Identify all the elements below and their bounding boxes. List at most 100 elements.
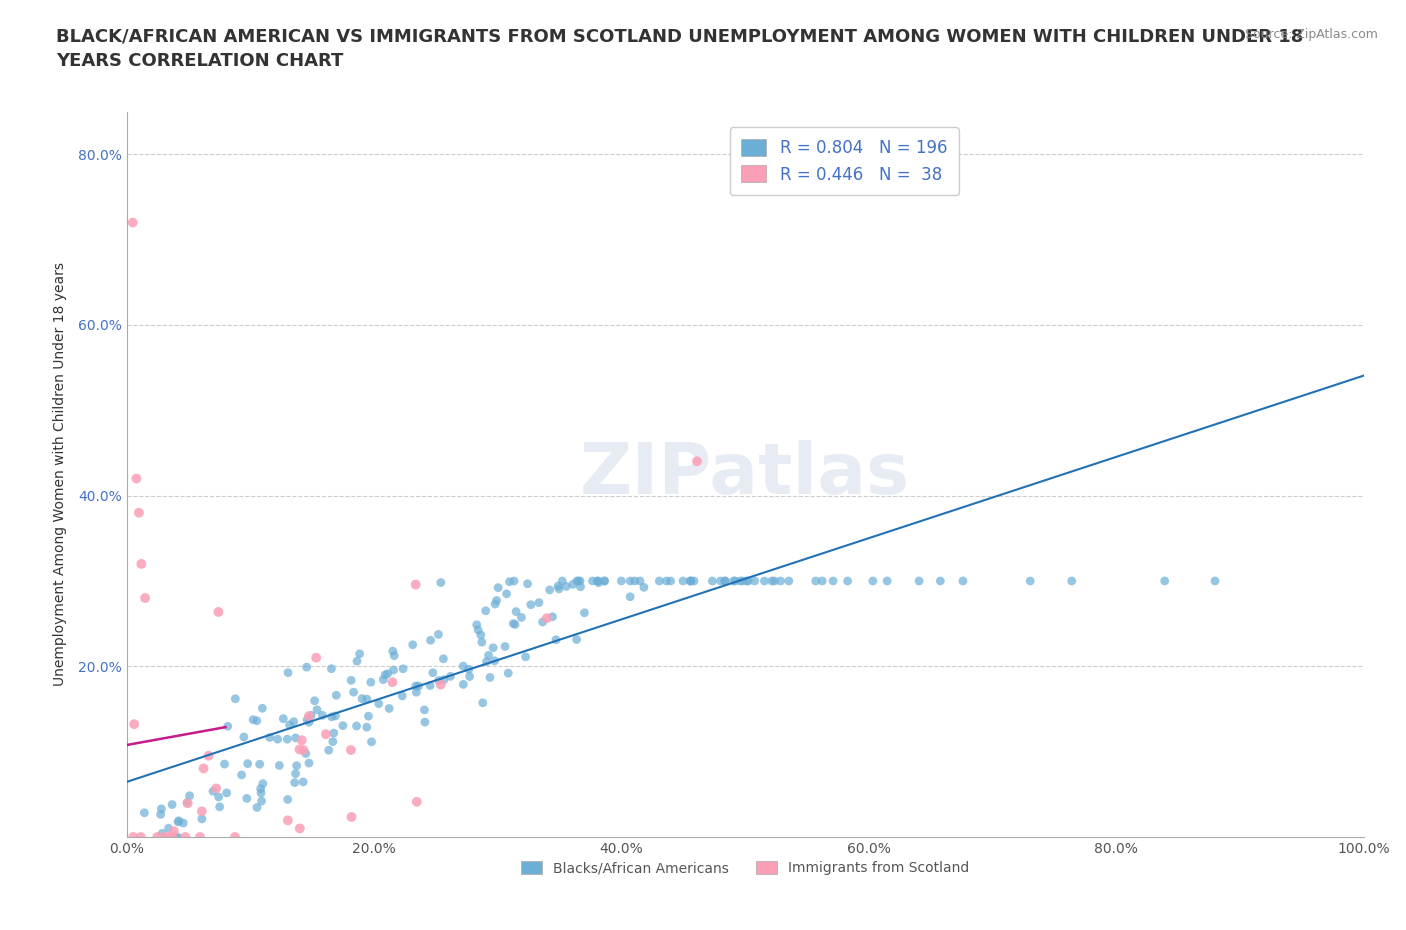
Point	[172, 816, 194, 830]
Point	[150, 826, 173, 841]
Point	[408, 679, 430, 694]
Point	[413, 702, 436, 717]
Point	[299, 708, 322, 723]
Point	[593, 574, 616, 589]
Point	[429, 677, 451, 692]
Point	[405, 578, 427, 592]
Point	[619, 590, 641, 604]
Point	[381, 644, 404, 658]
Point	[471, 696, 494, 711]
Point	[179, 789, 201, 804]
Point	[565, 632, 588, 647]
Point	[378, 701, 401, 716]
Point	[474, 604, 496, 618]
Point	[129, 830, 152, 844]
Point	[125, 472, 148, 486]
Point	[157, 830, 180, 844]
Point	[122, 830, 145, 844]
Point	[823, 574, 845, 589]
Point	[356, 720, 378, 735]
Point	[453, 677, 475, 692]
Point	[430, 575, 453, 590]
Point	[214, 757, 236, 772]
Point	[150, 802, 173, 817]
Point	[246, 713, 269, 728]
Point	[207, 604, 229, 619]
Point	[131, 556, 153, 571]
Point	[498, 575, 520, 590]
Point	[586, 574, 609, 589]
Point	[679, 574, 702, 589]
Point	[837, 574, 859, 589]
Point	[193, 761, 215, 776]
Point	[538, 582, 561, 597]
Point	[357, 709, 380, 724]
Point	[551, 574, 574, 589]
Point	[367, 697, 389, 711]
Point	[295, 659, 318, 674]
Point	[153, 830, 176, 844]
Point	[174, 830, 197, 844]
Point	[427, 627, 450, 642]
Point	[672, 574, 695, 589]
Point	[633, 579, 655, 594]
Point	[402, 637, 425, 652]
Point	[769, 574, 792, 589]
Point	[811, 574, 834, 589]
Point	[515, 649, 537, 664]
Point	[373, 672, 395, 687]
Point	[166, 830, 188, 844]
Point	[723, 574, 745, 589]
Point	[236, 756, 259, 771]
Point	[731, 574, 754, 589]
Point	[162, 830, 184, 844]
Point	[485, 593, 508, 608]
Y-axis label: Unemployment Among Women with Children Under 18 years: Unemployment Among Women with Children U…	[52, 262, 66, 686]
Point	[360, 675, 382, 690]
Point	[471, 634, 494, 649]
Point	[392, 661, 415, 676]
Point	[623, 574, 645, 589]
Point	[486, 580, 509, 595]
Point	[382, 648, 405, 663]
Point	[628, 574, 651, 589]
Point	[197, 749, 219, 764]
Point	[346, 719, 368, 734]
Point	[505, 604, 527, 619]
Point	[439, 669, 461, 684]
Point	[149, 807, 172, 822]
Point	[561, 577, 583, 591]
Point	[374, 668, 396, 683]
Point	[547, 578, 569, 593]
Point	[381, 675, 404, 690]
Point	[478, 670, 501, 684]
Point	[569, 574, 592, 589]
Point	[495, 587, 517, 602]
Point	[413, 714, 436, 729]
Point	[709, 574, 731, 589]
Point	[516, 577, 538, 591]
Point	[307, 702, 329, 717]
Point	[1019, 574, 1042, 589]
Point	[298, 709, 321, 724]
Point	[176, 796, 198, 811]
Point	[267, 732, 290, 747]
Point	[271, 711, 294, 726]
Point	[484, 596, 506, 611]
Point	[422, 665, 444, 680]
Point	[167, 815, 190, 830]
Point	[586, 574, 609, 589]
Point	[502, 616, 524, 631]
Point	[340, 742, 363, 757]
Point	[315, 726, 337, 741]
Point	[321, 710, 343, 724]
Point	[217, 719, 239, 734]
Point	[252, 701, 274, 716]
Point	[277, 792, 299, 807]
Point	[202, 784, 225, 799]
Point	[292, 775, 315, 790]
Point	[134, 591, 156, 605]
Point	[191, 812, 214, 827]
Point	[494, 639, 516, 654]
Point	[763, 574, 786, 589]
